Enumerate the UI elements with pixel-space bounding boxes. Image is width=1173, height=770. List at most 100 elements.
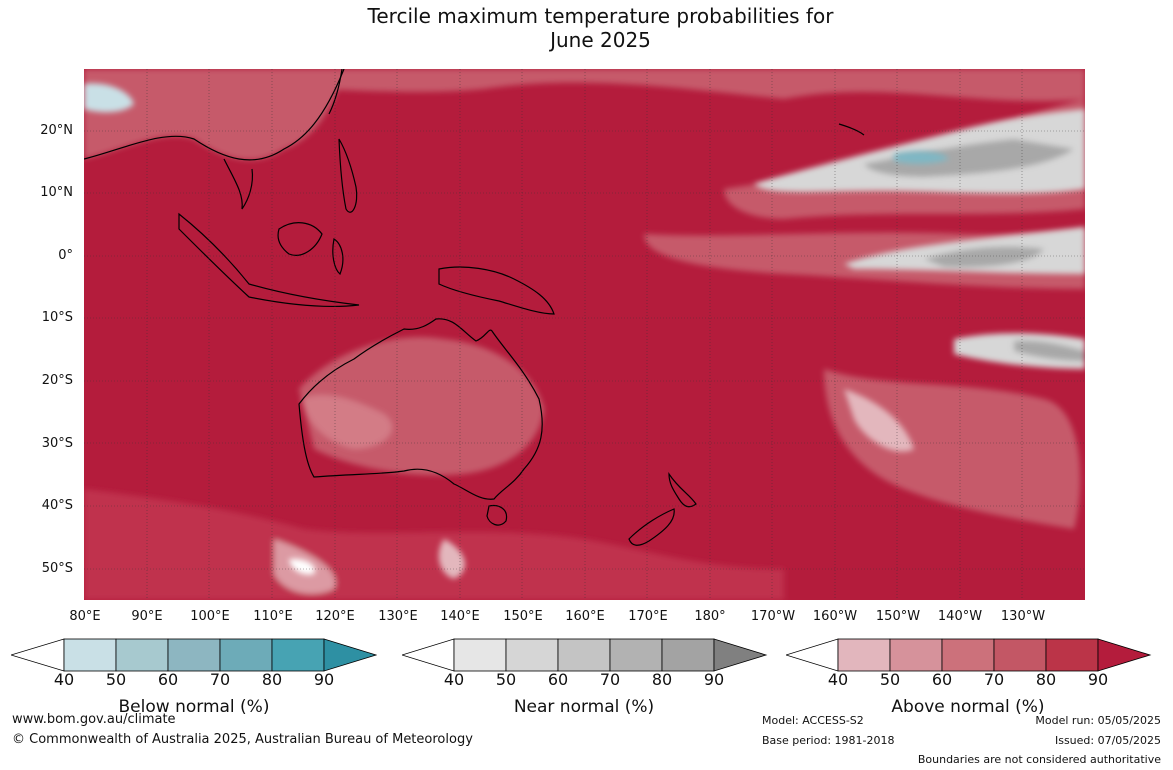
map-title-line2: June 2025 [550, 28, 651, 52]
footer-base-period: Base period: 1981-2018 [762, 734, 895, 747]
lon-label-80e: 80°E [69, 609, 101, 624]
colorbar-below-tick-60: 60 [157, 670, 179, 689]
colorbar-near-tick-50: 50 [495, 670, 517, 689]
lon-label-140w: 140°W [937, 609, 983, 624]
japan-coastline [328, 69, 343, 115]
colorbar-near-tick-80: 80 [651, 670, 673, 689]
colorbar-above-gt90 [1097, 638, 1152, 672]
lon-label-160e: 160°E [565, 609, 605, 624]
near-normal-equatorial-core [924, 246, 1044, 268]
colorbar-below-80-90 [271, 638, 325, 672]
coastlines [84, 69, 865, 546]
colorbar-below-tick-40: 40 [53, 670, 75, 689]
gridlines [84, 69, 1085, 600]
colorbar-above-tick-40: 40 [827, 670, 849, 689]
near-normal-southern-speck [438, 539, 465, 579]
new-guinea-coastline [438, 266, 555, 315]
lon-label-110e: 110°E [253, 609, 293, 624]
colorbar-above-normal [786, 638, 1152, 672]
colorbar-above-tick-90: 90 [1087, 670, 1109, 689]
footer-model: Model: ACCESS-S2 [762, 714, 864, 727]
footer-copyright: © Commonwealth of Australia 2025, Austra… [12, 732, 473, 747]
colorbar-above-80-90 [1045, 638, 1099, 672]
colorbar-below-tick-80: 80 [261, 670, 283, 689]
colorbar-above-ticks: 40 50 60 70 80 90 [786, 672, 1152, 690]
lon-label-170w: 170°W [750, 609, 796, 624]
colorbar-near-40-50 [453, 638, 507, 672]
tasmania-coastline [486, 504, 508, 526]
lon-label-130e: 130°E [378, 609, 418, 624]
colorbar-above-title: Above normal (%) [891, 697, 1045, 717]
colorbar-near-50-60 [505, 638, 559, 672]
lat-label-0: 0° [58, 248, 73, 263]
lon-label-180: 180° [694, 609, 726, 624]
lat-label-10s: 10°S [41, 310, 73, 325]
colorbar-near-tick-90: 90 [703, 670, 725, 689]
colorbar-below-tick-90: 90 [313, 670, 335, 689]
lat-label-10n: 10°N [40, 185, 73, 200]
patch-southeast-pacific [824, 369, 1081, 529]
footer-website-link[interactable]: www.bom.gov.au/climate [12, 712, 176, 727]
colorbar-below-50-60 [115, 638, 169, 672]
colorbar-below-gt90 [323, 638, 377, 672]
patch-southern-ocean [84, 489, 784, 600]
colorbar-below-60-70 [167, 638, 221, 672]
lat-label-20s: 20°S [41, 373, 73, 388]
lon-label-150e: 150°E [503, 609, 543, 624]
colorbar-above-50-60 [889, 638, 943, 672]
colorbar-above-tick-70: 70 [983, 670, 1005, 689]
colorbar-near-tick-40: 40 [443, 670, 465, 689]
colorbar-below-tick-70: 70 [209, 670, 231, 689]
australia-coastline [298, 318, 543, 500]
near-normal-southeast-core [1014, 340, 1085, 361]
footer-boundaries-note: Boundaries are not considered authoritat… [917, 753, 1161, 766]
colorbar-near-ticks: 40 50 60 70 80 90 [402, 672, 768, 690]
lat-label-50s: 50°S [41, 561, 73, 576]
below-normal-regions [84, 83, 949, 575]
near-normal-regions [438, 109, 1085, 579]
near-normal-north-pacific-core [864, 139, 1074, 177]
colorbar-near-tick-70: 70 [599, 670, 621, 689]
colorbar-near-gt90 [713, 638, 768, 672]
lon-label-170e: 170°E [628, 609, 668, 624]
new-zealand-north-coastline [668, 472, 697, 508]
new-zealand-south-coastline [628, 508, 675, 546]
below-normal-south-speck [289, 558, 315, 575]
patch-australia-west [302, 394, 393, 449]
lat-label-20n: 20°N [40, 123, 73, 138]
patch-asia-mainland [84, 69, 344, 160]
lon-label-90e: 90°E [131, 609, 163, 624]
map-title-line1: Tercile maximum temperature probabilitie… [367, 4, 834, 28]
colorbar-above-lt40 [786, 638, 839, 672]
indochina-coastline [223, 158, 254, 210]
lon-label-160w: 160°W [812, 609, 858, 624]
colorbar-below-title: Below normal (%) [118, 697, 270, 717]
lon-label-100e: 100°E [190, 609, 230, 624]
lat-label-30s: 30°S [41, 436, 73, 451]
colorbar-above-70-80 [993, 638, 1047, 672]
below-normal-north-pacific [894, 151, 949, 164]
sulawesi-coastline [332, 238, 344, 275]
sumatra-java-coastline [178, 212, 360, 308]
footer-issued: Issued: 07/05/2025 [1054, 734, 1161, 747]
near-normal-north-pacific [754, 109, 1085, 194]
footer-model-run: Model run: 05/05/2025 [1035, 714, 1161, 727]
colorbar-below-ticks: 40 50 60 70 80 90 [11, 672, 377, 690]
lon-label-140e: 140°E [440, 609, 480, 624]
colorbar-near-normal [402, 638, 768, 672]
colorbar-above-40-50 [837, 638, 891, 672]
colorbar-below-lt40 [11, 638, 65, 672]
lon-label-150w: 150°W [875, 609, 921, 624]
colorbar-near-lt40 [402, 638, 455, 672]
asia-coastline [84, 69, 345, 161]
philippines-coastline [338, 138, 358, 213]
colorbar-above-tick-60: 60 [931, 670, 953, 689]
below-normal-india [84, 83, 134, 113]
colorbar-below-normal [11, 638, 377, 672]
near-normal-south-atlantic-sector [844, 389, 914, 452]
lon-label-130w: 130°W [1000, 609, 1046, 624]
colorbar-below-tick-50: 50 [105, 670, 127, 689]
hawaii-islands-coastline [838, 123, 865, 136]
colorbar-above-tick-50: 50 [879, 670, 901, 689]
map-title: Tercile maximum temperature probabilitie… [0, 4, 1173, 52]
